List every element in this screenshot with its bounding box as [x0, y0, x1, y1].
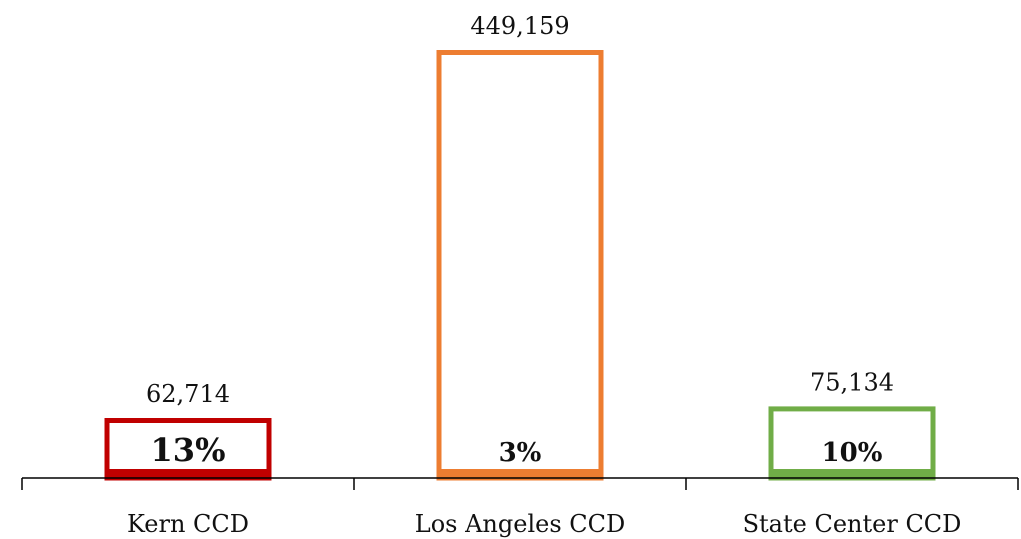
data-label: 75,134 [810, 368, 894, 396]
percent-label: 10% [822, 438, 883, 468]
bar-base [104, 469, 272, 478]
bar [436, 50, 604, 481]
data-label: 62,714 [146, 380, 230, 408]
labels-layer: 62,714 13% Kern CCD 449,159 3% Los Angeles CC… [127, 12, 961, 538]
x-axis [21, 477, 1019, 490]
bar-base [768, 469, 936, 478]
bar-base [436, 469, 604, 478]
category-label: Kern CCD [127, 510, 249, 538]
category-label: Los Angeles CCD [415, 510, 625, 538]
category-label: State Center CCD [743, 510, 962, 538]
percent-label: 13% [151, 431, 226, 469]
percent-label: 3% [499, 438, 542, 468]
bars-layer [104, 50, 936, 481]
data-label: 449,159 [470, 12, 569, 40]
